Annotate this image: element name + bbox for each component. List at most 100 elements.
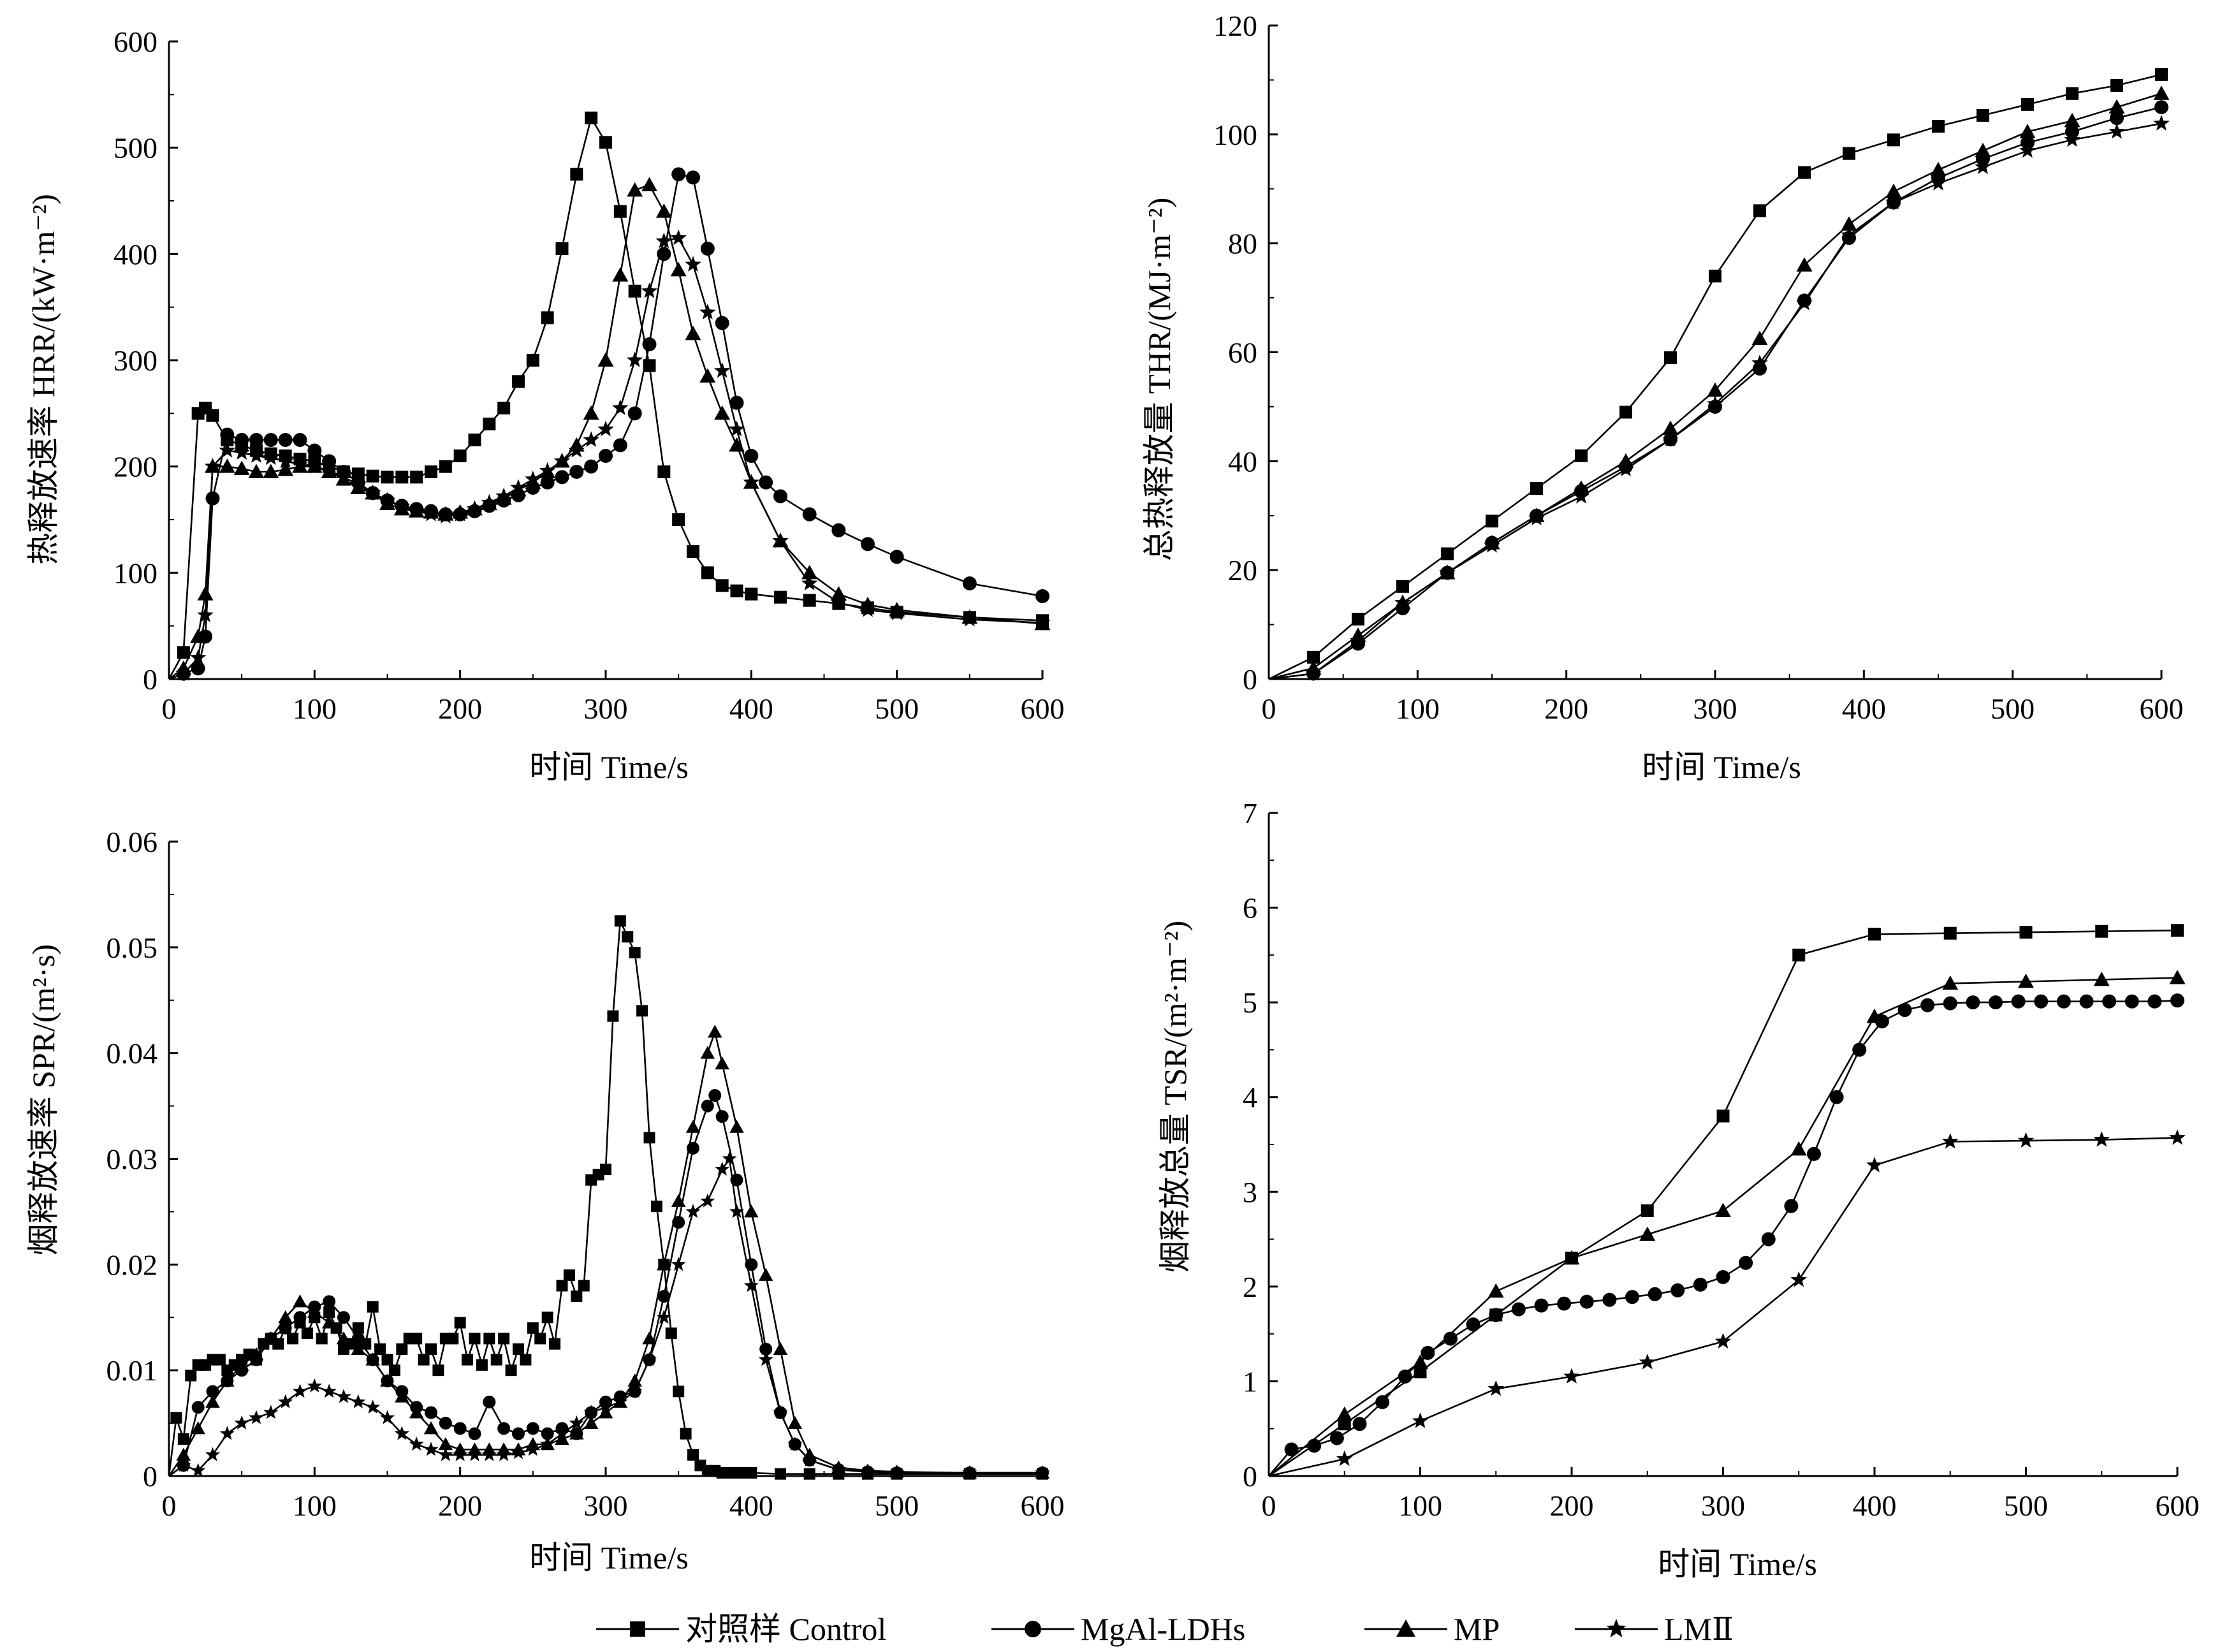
data-point (1751, 355, 1768, 370)
y-tick-label: 600 (113, 26, 157, 58)
x-tick-label: 500 (875, 692, 919, 725)
data-point (656, 1310, 671, 1324)
data-point (191, 1401, 205, 1414)
data-point (498, 1333, 510, 1345)
data-point (860, 1464, 875, 1479)
data-point (490, 1354, 502, 1366)
data-point (468, 1427, 481, 1440)
data-point (1796, 295, 1813, 311)
x-tick-label: 600 (1021, 1489, 1065, 1522)
data-point (671, 167, 686, 182)
data-point (1693, 1277, 1707, 1292)
data-point (249, 1347, 264, 1361)
data-point (830, 586, 847, 601)
data-point (197, 586, 214, 601)
data-point (1466, 1317, 1480, 1332)
data-point (351, 1394, 366, 1408)
data-point (374, 1343, 386, 1355)
data-point (534, 1333, 546, 1345)
data-point (323, 1306, 335, 1318)
data-point (335, 468, 352, 485)
data-point (680, 1428, 692, 1440)
data-point (233, 460, 250, 475)
data-point (889, 550, 904, 564)
data-point (708, 1089, 722, 1102)
legend-entry-control: 对照样 Control (596, 1611, 886, 1647)
x-tick-label: 600 (2140, 692, 2184, 725)
y-tick-label: 2 (1243, 1271, 1257, 1303)
data-point (673, 1385, 685, 1398)
data-point (2056, 994, 2071, 1009)
data-point (540, 1436, 555, 1451)
data-point (745, 587, 758, 601)
data-point (1790, 1271, 1808, 1287)
data-point (1784, 1199, 1799, 1213)
data-point (1575, 449, 1588, 462)
data-point (395, 471, 409, 484)
data-point (1439, 564, 1456, 580)
data-point (466, 500, 483, 516)
y-tick-label: 0.03 (106, 1143, 158, 1176)
data-point (336, 1389, 351, 1403)
data-point (597, 420, 614, 437)
series-lm (168, 1151, 1050, 1479)
data-point (1398, 1370, 1412, 1384)
data-point (396, 1343, 408, 1355)
data-point (636, 1005, 648, 1017)
data-point (233, 444, 250, 460)
data-point (540, 475, 555, 490)
x-tick-label: 400 (1853, 1489, 1897, 1522)
legend-marker (1606, 1618, 1626, 1638)
data-point (306, 458, 323, 474)
data-point (1412, 1412, 1429, 1428)
data-point (2153, 85, 2170, 100)
data-point (497, 1422, 511, 1435)
data-point (803, 594, 816, 607)
data-point (563, 1269, 575, 1281)
data-point (278, 1394, 293, 1408)
data-point (671, 1194, 686, 1207)
data-point (1943, 996, 1957, 1011)
data-point (801, 574, 818, 590)
x-tick-label: 200 (438, 692, 482, 725)
y-tick-label: 100 (113, 557, 157, 589)
legend: 对照样 Control MgAl-LDHs MP LMⅡ (596, 1611, 1734, 1647)
hrr-chart: 时间 Time/s 热释放速率 HRR/(kW·m⁻²) 0 100 200 300 4… (26, 26, 1065, 785)
data-point (541, 1312, 553, 1324)
data-point (1930, 175, 1947, 191)
data-point (1942, 975, 1959, 990)
data-point (830, 594, 847, 610)
data-point (641, 282, 658, 298)
data-point (394, 1426, 409, 1440)
data-point (642, 337, 657, 351)
data-point (425, 465, 437, 478)
data-point (555, 1431, 569, 1445)
x-tick-label: 100 (293, 692, 337, 725)
legend-marker (1025, 1621, 1041, 1637)
data-point (291, 455, 309, 472)
y-tick-label: 40 (1228, 445, 1257, 478)
series-mgal-ldhs (1268, 993, 2184, 1477)
series-control (1268, 68, 2168, 680)
data-point (1792, 948, 1806, 961)
data-point (715, 579, 729, 592)
data-point (2017, 1132, 2035, 1148)
data-point (220, 427, 235, 442)
series-line (168, 117, 1043, 680)
data-point (1484, 537, 1500, 553)
data-point (526, 1422, 539, 1435)
tsr-chart: 时间 Time/s 烟释放总量 TSR/(m²·m⁻²) 0 100 200 300 4… (1157, 797, 2200, 1582)
data-point (1336, 1450, 1353, 1466)
data-point (626, 351, 643, 367)
data-point (1396, 1619, 1415, 1637)
data-point (2171, 924, 2184, 937)
series-line (1268, 999, 2178, 1477)
data-point (627, 1384, 643, 1398)
data-point (1807, 1146, 1821, 1161)
data-point (1885, 184, 1902, 198)
data-point (699, 368, 716, 383)
data-point (438, 1437, 453, 1451)
data-point (1866, 1008, 1883, 1023)
data-point (1528, 509, 1545, 525)
data-point (699, 303, 716, 319)
